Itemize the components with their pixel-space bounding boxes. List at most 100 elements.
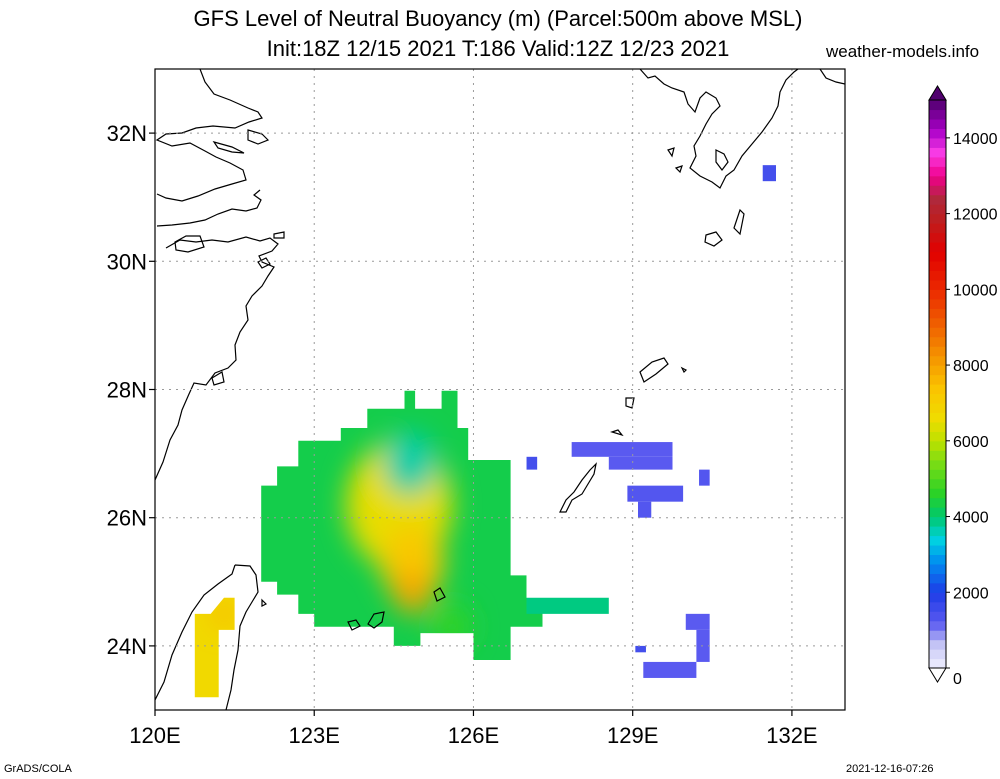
colorbar-segment bbox=[929, 365, 946, 376]
island-amami bbox=[610, 357, 688, 437]
colorbar-tick-label: 2000 bbox=[953, 585, 989, 602]
field-cell-7 bbox=[685, 613, 710, 630]
field-cell-5 bbox=[638, 501, 652, 518]
coast-shanghai-bay bbox=[156, 189, 262, 227]
colorbar-segment bbox=[929, 459, 946, 470]
colorbar: 0 2000 4000 6000 8000 10000 12000 14000 bbox=[928, 85, 998, 688]
colorbar-segment bbox=[929, 421, 946, 432]
colorbar-segment bbox=[929, 166, 946, 177]
y-tick-label: 26N bbox=[107, 506, 147, 531]
coast-shikoku-edge bbox=[819, 69, 845, 85]
colorbar-tick-label: 0 bbox=[953, 671, 962, 688]
colorbar-segment bbox=[929, 156, 946, 167]
coast-taiwan bbox=[155, 564, 259, 710]
footer-timestamp: 2021-12-16-07:26 bbox=[846, 763, 934, 775]
island-small-3 bbox=[257, 257, 271, 269]
colorbar-tick-label: 4000 bbox=[953, 510, 989, 527]
colorbar-segment bbox=[929, 582, 946, 593]
colorbar-segment bbox=[929, 639, 946, 650]
island-small-2 bbox=[211, 371, 225, 386]
colorbar-segment bbox=[929, 128, 946, 139]
site-credit: weather-models.info bbox=[826, 42, 980, 61]
colorbar-segment bbox=[929, 289, 946, 300]
coast-kyushu-bay bbox=[715, 149, 729, 171]
colorbar-segment bbox=[929, 516, 946, 527]
colorbar-segment bbox=[929, 649, 946, 660]
island-zhoushan bbox=[247, 129, 270, 145]
colorbar-segment bbox=[929, 327, 946, 338]
colorbar-segment bbox=[929, 412, 946, 423]
field-blob-4 bbox=[433, 604, 471, 650]
island-kyushu-south bbox=[704, 208, 745, 247]
x-tick-label: 132E bbox=[766, 723, 817, 748]
x-tick-label: 120E bbox=[129, 723, 180, 748]
colorbar-segment bbox=[929, 346, 946, 357]
colorbar-tick-label: 6000 bbox=[953, 434, 989, 451]
field-blobs bbox=[213, 431, 471, 650]
colorbar-segment bbox=[929, 270, 946, 281]
colorbar-segment bbox=[929, 544, 946, 555]
colorbar-segment bbox=[929, 478, 946, 489]
x-tick-label: 129E bbox=[607, 723, 658, 748]
x-tick-label: 126E bbox=[448, 723, 499, 748]
field-cell-3 bbox=[699, 469, 710, 486]
island-chongming bbox=[212, 140, 245, 154]
colorbar-tick-label: 8000 bbox=[953, 358, 989, 375]
field-cell-9 bbox=[643, 661, 697, 678]
colorbar-segment bbox=[929, 450, 946, 461]
field-cell-4 bbox=[627, 485, 684, 502]
colorbar-segment bbox=[929, 175, 946, 186]
colorbar-segment bbox=[929, 355, 946, 366]
field-cell-8 bbox=[696, 629, 710, 662]
island-goto bbox=[667, 147, 683, 174]
island-yonaguni bbox=[347, 619, 361, 631]
field-blob-5 bbox=[213, 601, 235, 627]
colorbar-segment bbox=[929, 440, 946, 451]
field-cell-10 bbox=[762, 165, 776, 182]
colorbar-segment bbox=[929, 554, 946, 565]
colorbar-segment bbox=[929, 620, 946, 631]
colorbar-segment bbox=[929, 535, 946, 546]
colorbar-segment bbox=[929, 232, 946, 243]
colorbar-segment bbox=[929, 630, 946, 641]
field-blob-3 bbox=[383, 431, 437, 496]
field-cell-2 bbox=[608, 456, 673, 470]
field-cell-6 bbox=[635, 645, 646, 653]
colorbar-tick-label: 10000 bbox=[953, 282, 998, 299]
y-tick-label: 30N bbox=[107, 249, 147, 274]
chart-subtitle: Init:18Z 12/15 2021 T:186 Valid:12Z 12/2… bbox=[266, 36, 730, 61]
field-cell-0 bbox=[526, 456, 538, 470]
colorbar-segment bbox=[929, 384, 946, 395]
colorbar-segment bbox=[929, 147, 946, 158]
colorbar-frame bbox=[928, 99, 947, 669]
colorbar-segment bbox=[929, 336, 946, 347]
island-small-1 bbox=[273, 231, 285, 239]
colorbar-segment bbox=[929, 402, 946, 413]
y-tick-label: 28N bbox=[107, 378, 147, 403]
colorbar-segment bbox=[929, 469, 946, 480]
colorbar-segment bbox=[929, 563, 946, 574]
colorbar-segment bbox=[929, 393, 946, 404]
colorbar-segment bbox=[929, 242, 946, 253]
colorbar-segment bbox=[929, 279, 946, 290]
chart-title: GFS Level of Neutral Buoyancy (m) (Parce… bbox=[193, 6, 803, 31]
field-cell-1 bbox=[571, 442, 673, 457]
field-cells bbox=[526, 165, 776, 678]
colorbar-segment bbox=[929, 118, 946, 129]
field-region-east-strip bbox=[526, 597, 609, 614]
colorbar-segment bbox=[929, 298, 946, 309]
colorbar-segment bbox=[929, 317, 946, 328]
x-tick-label: 123E bbox=[289, 723, 340, 748]
colorbar-segment bbox=[929, 374, 946, 385]
coast-kyushu bbox=[639, 69, 799, 189]
axes: 120E 123E 126E 129E 132E 24N 26N 28N 30N 32N bbox=[107, 121, 818, 748]
colorbar-segment bbox=[929, 260, 946, 271]
colorbar-segment bbox=[929, 185, 946, 196]
island-pengjia bbox=[261, 598, 268, 607]
colorbar-segment bbox=[929, 223, 946, 234]
colorbar-segment bbox=[929, 431, 946, 442]
island-miyako bbox=[433, 587, 446, 602]
footer-software: GrADS/COLA bbox=[4, 763, 72, 775]
colorbar-segment bbox=[929, 100, 946, 111]
